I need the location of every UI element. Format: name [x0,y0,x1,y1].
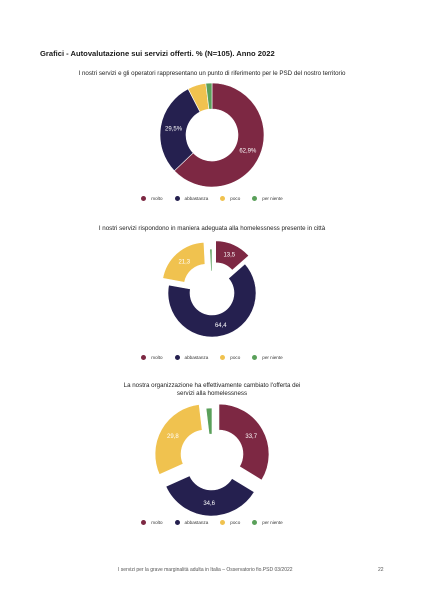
slice-molto [218,403,270,481]
legend-item-abbastanza: abbastanza [174,355,209,360]
footer-text: I servizi per la grave marginalità adult… [118,567,293,573]
chart-2-legend: molto abbastanza poco per niente [0,355,424,360]
legend-dot [174,196,180,201]
data-label-molto: 33,7 [245,434,257,440]
legend-label: per niente [262,355,283,360]
slice-molto [215,240,250,271]
chart-1-title: I nostri servizi e gli operatori rappres… [78,70,346,77]
legend-label: molto [151,520,163,525]
data-label-abbastanza: 34,6 [203,501,215,507]
legend-item-abbastanza: abbastanza [174,520,209,525]
legend-dot [141,355,147,360]
chart-3-legend: molto abbastanza poco per niente [0,520,424,525]
legend-item-molto: molto [141,355,163,360]
legend-item-per-niente: per niente [252,520,283,525]
donut-chart-1: 62,9% 29,5% [159,82,265,188]
slice-per-niente [205,407,213,435]
slice-poco [162,241,206,283]
legend-label: molto [151,196,163,201]
legend-label: molto [151,355,163,360]
legend-dot [220,355,226,360]
chart-1-legend: molto abbastanza poco per niente [0,196,424,201]
page-number: 22 [378,567,384,573]
legend-item-abbastanza: abbastanza [174,196,209,201]
slice-molto [173,82,265,188]
data-label-abbastanza: 64,4 [215,323,227,329]
donut-chart-3: 33,7 34,6 29,8 [154,403,270,517]
legend-item-poco: poco [220,196,240,201]
data-label-abbastanza: 29,5% [165,127,183,133]
legend-dot [174,520,180,525]
data-label-molto: 62,9% [239,148,257,154]
legend-dot [252,520,258,525]
donut-chart-2: 13,5 64,4 21,3 [162,240,257,338]
legend-item-molto: molto [141,196,163,201]
legend-dot [141,196,147,201]
legend-label: per niente [262,196,283,201]
slice-per-niente [209,248,213,272]
legend-dot [174,355,180,360]
chart-3-title: La nostra organizzazione ha effettivamen… [123,382,301,397]
data-label-molto: 13,5 [223,253,235,259]
legend-item-poco: poco [220,355,240,360]
legend-item-molto: molto [141,520,163,525]
slice-abbastanza [167,263,257,338]
slice-per-niente [205,82,213,110]
data-label-poco: 29,8 [167,434,179,440]
legend-label: poco [230,196,241,201]
legend-item-per-niente: per niente [252,196,283,201]
legend-label: per niente [262,520,283,525]
legend-label: abbastanza [184,520,209,525]
legend-dot [220,196,226,201]
legend-label: poco [230,520,241,525]
legend-dot [141,520,147,525]
legend-label: poco [230,355,241,360]
legend-item-per-niente: per niente [252,355,283,360]
legend-label: abbastanza [184,355,209,360]
slice-abbastanza [165,475,255,517]
legend-dot [220,520,226,525]
slice-abbastanza [159,88,201,172]
legend-dot [252,196,258,201]
page-heading: Grafici - Autovalutazione sui servizi of… [40,49,275,58]
data-label-poco: 21,3 [178,259,190,265]
chart-2-title: I nostri servizi rispondono in maniera a… [98,225,326,232]
legend-dot [252,355,258,360]
legend-item-poco: poco [220,520,240,525]
legend-label: abbastanza [184,196,209,201]
slice-poco [154,404,203,475]
